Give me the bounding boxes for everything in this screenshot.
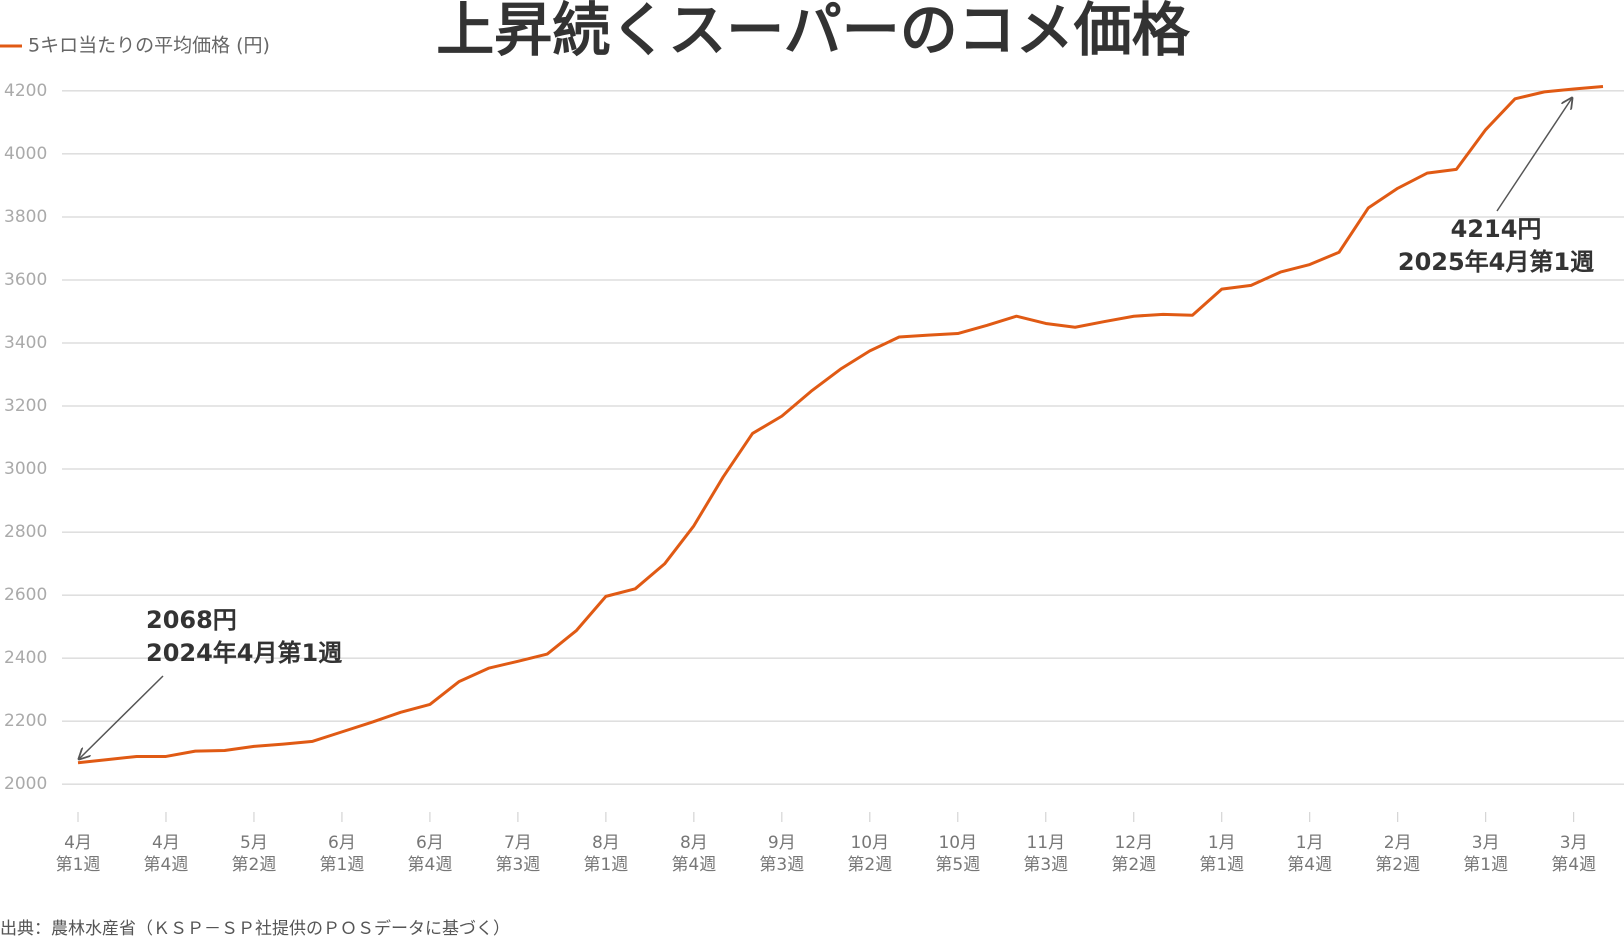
x-tick-label: 5月 第2週 (231, 833, 277, 875)
y-tick-label: 2000 (4, 774, 47, 794)
x-tick-label: 7月 第3週 (495, 833, 541, 875)
source-note: 出典：農林水産省（ＫＳＰ－ＳＰ社提供のＰＯＳデータに基づく） (0, 918, 510, 939)
x-tick-label: 11月 第3週 (1023, 833, 1069, 875)
x-tick-label: 1月 第1週 (1199, 833, 1245, 875)
annotation-value: 2068円 (146, 606, 237, 634)
y-tick-label: 4000 (4, 144, 47, 164)
y-tick-label: 3800 (4, 207, 47, 227)
y-tick-label: 2400 (4, 648, 47, 668)
x-tick-label: 9月 第3週 (759, 833, 805, 875)
data-line (77, 85, 1604, 765)
annotation-date: 2024年4月第1週 (146, 639, 342, 667)
x-tick-label: 4月 第1週 (55, 833, 101, 875)
y-tick-label: 4200 (4, 81, 47, 101)
y-tick-label: 2600 (4, 585, 47, 605)
annotation-date: 2025年4月第1週 (1398, 248, 1594, 276)
y-tick-label: 3400 (4, 333, 47, 353)
y-tick-label: 3200 (4, 396, 47, 416)
x-tick-label: 10月 第2週 (847, 833, 893, 875)
x-tick-label: 6月 第1週 (319, 833, 365, 875)
x-tick-label: 1月 第4週 (1287, 833, 1333, 875)
x-tick-label: 3月 第4週 (1551, 833, 1597, 875)
annotation-arrow (79, 675, 164, 759)
chart-title: 上昇続くスーパーのコメ価格 (436, 0, 1190, 64)
annotation-value: 4214円 (1451, 215, 1542, 243)
annotation-arrow (1496, 98, 1572, 212)
x-tick-label: 8月 第1週 (583, 833, 629, 875)
x-tick-label: 8月 第4週 (671, 833, 717, 875)
y-tick-label: 2800 (4, 522, 47, 542)
x-tick-label: 2月 第2週 (1375, 833, 1421, 875)
x-tick-label: 10月 第5週 (935, 833, 981, 875)
y-tick-label: 3000 (4, 459, 47, 479)
y-tick-label: 3600 (4, 270, 47, 290)
x-tick-label: 6月 第4週 (407, 833, 453, 875)
x-tick-label: 12月 第2週 (1111, 833, 1157, 875)
x-tick-label: 4月 第4週 (143, 833, 189, 875)
y-tick-label: 2200 (4, 711, 47, 731)
legend-label: 5キロ当たりの平均価格 (円) (28, 35, 270, 57)
x-tick-label: 3月 第1週 (1463, 833, 1509, 875)
